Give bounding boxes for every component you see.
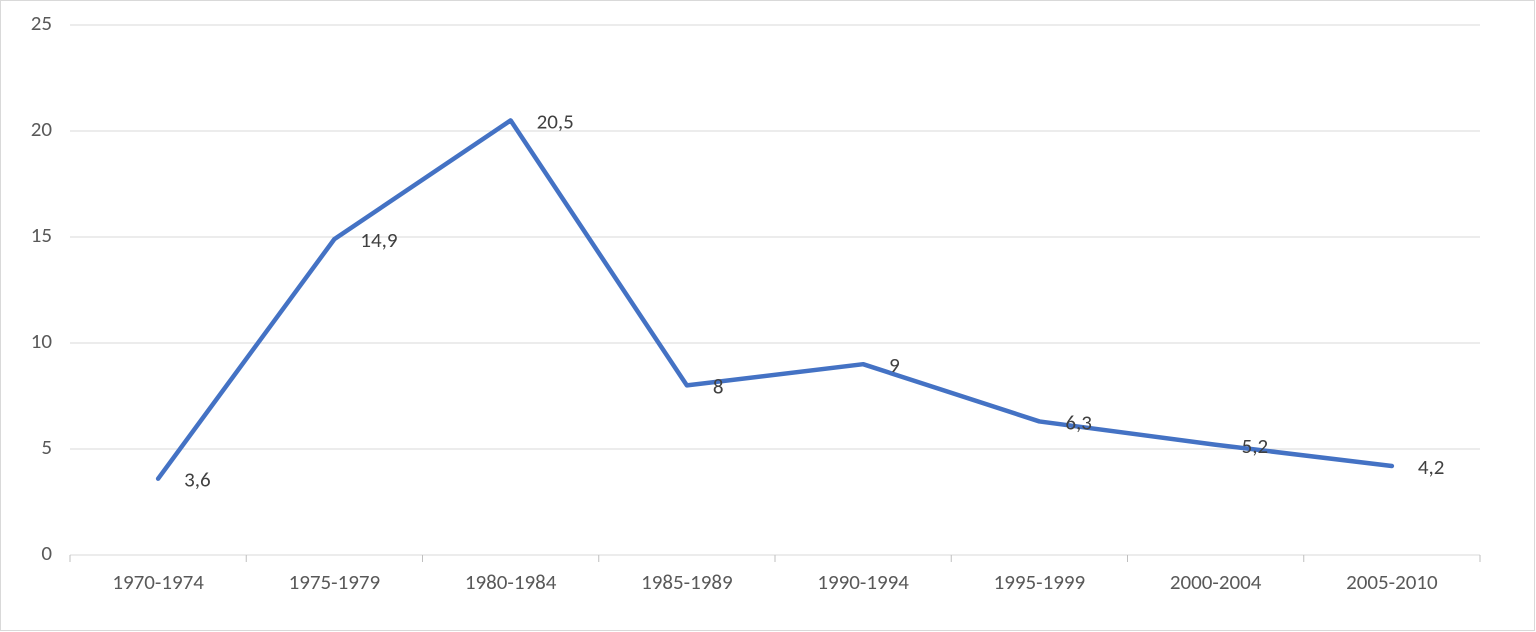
line-chart: 05101520251970-19741975-19791980-1984198… — [0, 0, 1536, 632]
chart-border — [0, 0, 1535, 631]
